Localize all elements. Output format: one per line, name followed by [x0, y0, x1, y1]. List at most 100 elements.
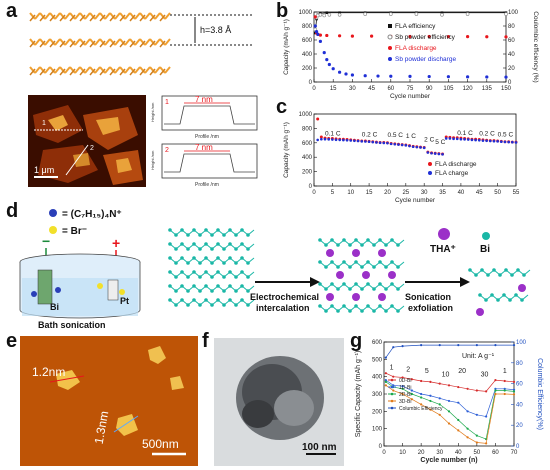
bi-bond [59, 38, 66, 46]
bi-bond [49, 66, 56, 74]
bi-atom [240, 270, 244, 274]
y2-tick-label: 40 [516, 402, 523, 408]
bi-bond [149, 12, 156, 20]
legend-label: Sb powder discharge [395, 56, 456, 63]
panel-label-e: e [6, 330, 18, 352]
bi-label: Bi [480, 244, 490, 255]
bi-atom [348, 265, 352, 269]
bi-bond [49, 40, 56, 48]
data-point [410, 398, 413, 401]
bi-bond [149, 68, 156, 76]
bi-atom [174, 303, 178, 307]
legend-label: Columbic Efficiency [399, 406, 443, 412]
data-point [393, 142, 397, 146]
bath-caption: Bath sonication [38, 320, 106, 330]
data-point [438, 382, 441, 385]
data-point [475, 441, 478, 444]
tha-ion [326, 293, 334, 301]
bi-atom [234, 289, 238, 293]
y2-tick-label: 20 [508, 66, 515, 72]
data-point [429, 408, 432, 411]
bi-atom [204, 284, 208, 288]
data-point [466, 436, 469, 439]
data-point [504, 12, 508, 16]
y2-tick-label: 80 [516, 361, 523, 367]
bi-atom [228, 284, 232, 288]
legend-label: 2D-Bi [399, 392, 412, 398]
bi-bond [159, 66, 166, 74]
bi-bond [109, 66, 116, 74]
bi-bond [99, 12, 106, 20]
x-tick-label: 75 [407, 86, 414, 92]
data-point [384, 356, 387, 359]
data-point [512, 393, 516, 396]
x-tick-label: 150 [501, 86, 512, 92]
data-point [401, 376, 404, 379]
bi-bond [79, 66, 86, 74]
data-point [429, 394, 432, 397]
bi-atom [198, 303, 202, 307]
bi-atom [204, 242, 208, 246]
x-tick-label: 50 [494, 190, 501, 196]
data-point [485, 442, 488, 445]
bi-atom [204, 256, 208, 260]
bi-atom [390, 304, 394, 308]
data-point [389, 74, 393, 78]
bi-atom [390, 238, 394, 242]
bi-atom [198, 233, 202, 237]
data-point [415, 145, 419, 149]
panel-label-d: d [6, 200, 19, 222]
bi-atom [186, 275, 190, 279]
data-point [360, 140, 364, 143]
bi-bond [129, 14, 136, 22]
data-point [338, 138, 342, 142]
x-tick-label: 30 [436, 450, 443, 456]
data-point [500, 140, 503, 144]
tha-ion [336, 271, 344, 279]
bi-bond [159, 12, 166, 20]
bi-bond [139, 68, 146, 76]
bi-atom [192, 256, 196, 260]
bi-atom [498, 273, 502, 277]
bi-bond [129, 68, 136, 76]
data-point [420, 379, 423, 383]
y-tick-label: 500 [372, 357, 383, 363]
bi-electrode [37, 269, 53, 305]
y2-tick-label: 40 [508, 52, 515, 58]
y2-tick-label: 0 [508, 80, 512, 86]
bi-bond [99, 40, 106, 48]
rate-label: 0.2 C [479, 131, 495, 138]
data-point [457, 429, 460, 432]
data-point [485, 139, 488, 143]
bi-atom [228, 256, 232, 260]
bi-atom [354, 260, 358, 264]
chart-c-rate-performance: 0 5 10 15 20 25 30 35 40 45 50 55 0 200 400 600 800 1000 C… [283, 112, 520, 204]
bi-bond [69, 40, 76, 48]
rate-label: 0.1 C [325, 131, 341, 138]
bi-atom [180, 256, 184, 260]
y-tick-label: 200 [302, 170, 313, 176]
bi-bond [49, 12, 56, 20]
bi-atom [502, 293, 506, 297]
data-point [441, 153, 444, 156]
bi-bond [104, 12, 111, 20]
bi-bond [29, 40, 36, 48]
bi-atom [186, 233, 190, 237]
x-tick-label: 30 [349, 86, 356, 92]
line-label-2: 2 [90, 145, 94, 152]
data-point [444, 137, 448, 140]
bi-bond [59, 40, 66, 48]
profile1-value: 7 nm [195, 95, 213, 104]
y-tick-label: 600 [372, 340, 383, 346]
bi-atom [372, 265, 376, 269]
bi-bond [139, 40, 146, 48]
data-point [353, 139, 356, 143]
bi-bond [109, 38, 116, 46]
data-point [512, 390, 516, 393]
electrode-bi-label: Bi [50, 302, 59, 312]
bi-atom [324, 243, 328, 247]
bi-atom [372, 287, 376, 291]
tha-ion [352, 249, 360, 257]
bi-bond [99, 14, 106, 22]
bi-atom [234, 247, 238, 251]
